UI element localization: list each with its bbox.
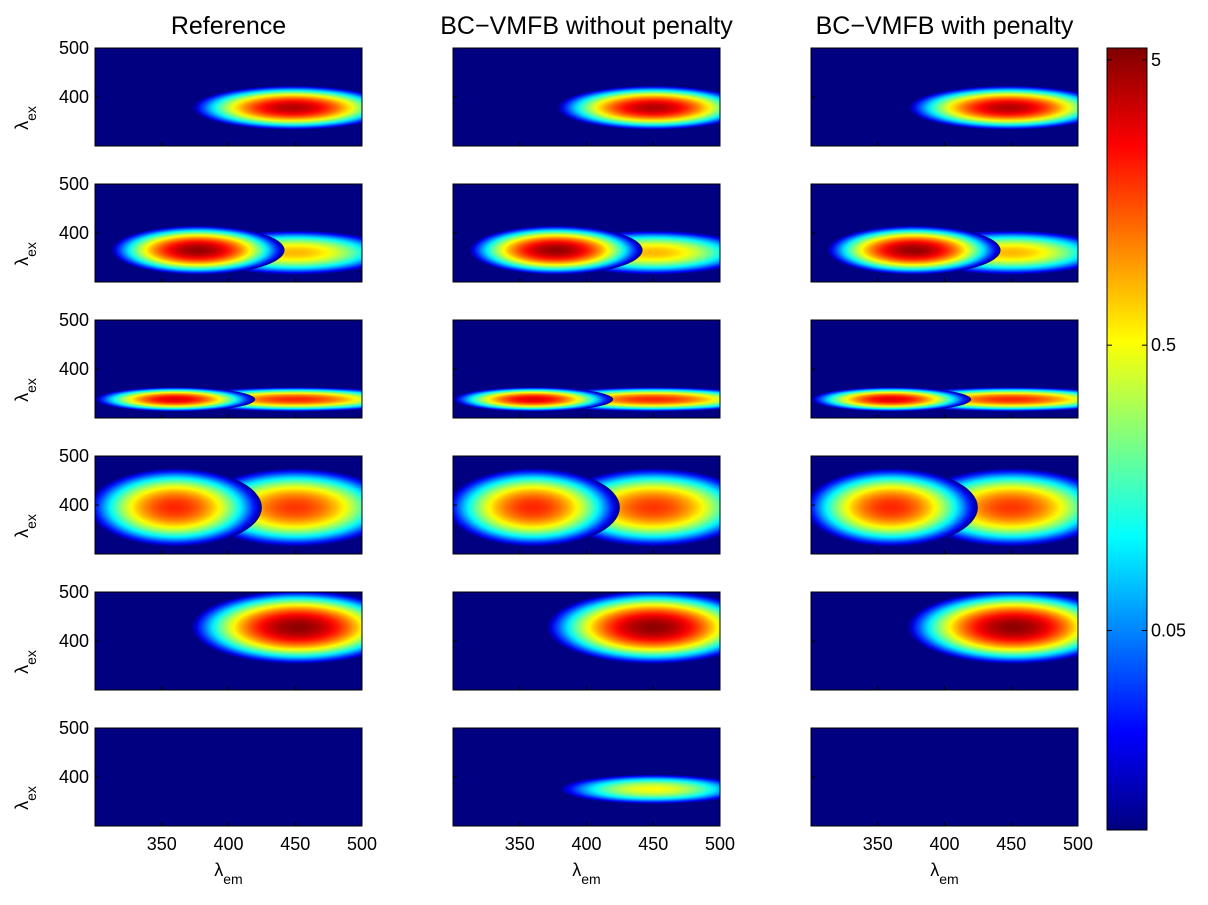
peak [811,387,972,412]
y-label-symbol: λ [12,257,32,266]
heatmap-panel [453,592,720,690]
x-label-symbol: λ [572,860,581,880]
peak [469,225,643,275]
peak [191,592,362,665]
x-tick-label: 450 [996,834,1026,854]
colorbar-tick-label: 5 [1151,50,1161,70]
colorbar [1106,47,1148,831]
x-label-symbol: λ [214,860,223,880]
x-label: λem [930,860,958,887]
x-tick-label: 350 [505,834,535,854]
heatmap-panel [811,728,1078,826]
y-label-subscript: ex [23,650,39,665]
y-tick-label: 400 [59,495,89,515]
y-label-symbol: λ [12,665,32,674]
heatmap-panel [453,184,720,282]
heatmap-panel [95,48,362,146]
x-tick-label: 450 [280,834,310,854]
y-label-subscript: ex [23,786,39,801]
y-tick-label: 500 [59,38,89,58]
heatmap-panel [453,320,720,418]
y-tick-label: 500 [59,174,89,194]
heatmap-panel [95,320,362,418]
y-label: λex [12,514,39,538]
peak [453,468,620,547]
heatmap-panel [95,728,362,826]
heatmap-panel [811,456,1078,554]
y-label-symbol: λ [12,121,32,130]
peak [559,774,720,804]
y-label: λex [12,650,39,674]
y-label-symbol: λ [12,529,32,538]
y-tick-label: 400 [59,767,89,787]
column-title: Reference [171,12,286,40]
column-title: BC−VMFB with penalty [816,12,1074,40]
heatmap-panel [811,48,1078,146]
y-label: λex [12,378,39,402]
y-label-subscript: ex [23,242,39,257]
heatmap-panel [95,184,362,282]
y-label-symbol: λ [12,801,32,810]
peak [192,85,362,130]
peak [827,225,1001,275]
peak [95,468,262,547]
heatmap-panel [453,456,720,554]
y-tick-label: 400 [59,223,89,243]
colorbar-tick-label: 0.5 [1151,335,1176,355]
panel-background [95,728,362,826]
y-label: λex [12,242,39,266]
x-tick-label: 500 [705,834,735,854]
x-label: λem [572,860,600,887]
y-label-symbol: λ [12,393,32,402]
peak [453,387,614,412]
peak [111,225,285,275]
y-tick-label: 400 [59,359,89,379]
x-label-subscript: em [581,871,600,887]
peak [546,592,720,665]
x-tick-label: 350 [863,834,893,854]
y-tick-label: 500 [59,310,89,330]
x-tick-label: 450 [638,834,668,854]
x-tick-label: 500 [347,834,377,854]
y-tick-label: 400 [59,87,89,107]
x-tick-label: 500 [1063,834,1093,854]
y-tick-label: 500 [59,446,89,466]
panel-background [811,728,1078,826]
heatmap-panel [453,728,720,826]
x-label-subscript: em [223,871,242,887]
y-tick-label: 500 [59,718,89,738]
peak [557,85,720,130]
y-label-subscript: ex [23,514,39,529]
x-tick-label: 350 [147,834,177,854]
column-title: BC−VMFB without penalty [440,12,733,40]
y-label: λex [12,106,39,130]
heatmap-panel [453,48,720,146]
peak [907,592,1078,665]
x-label-subscript: em [939,871,958,887]
heatmap-panel [811,184,1078,282]
peak [95,387,256,412]
peak [908,85,1078,130]
y-tick-label: 400 [59,631,89,651]
heatmap-panel [95,456,362,554]
x-tick-label: 400 [571,834,601,854]
x-label-symbol: λ [930,860,939,880]
peak [811,468,978,547]
y-label-subscript: ex [23,378,39,393]
heatmap-panel [811,592,1078,690]
y-tick-label: 500 [59,582,89,602]
heatmap-panel [95,592,362,690]
heatmap-panel [811,320,1078,418]
y-label: λex [12,786,39,810]
colorbar-tick-label: 0.05 [1151,621,1186,641]
x-tick-label: 400 [213,834,243,854]
x-label: λem [214,860,242,887]
x-tick-label: 400 [929,834,959,854]
y-label-subscript: ex [23,106,39,121]
